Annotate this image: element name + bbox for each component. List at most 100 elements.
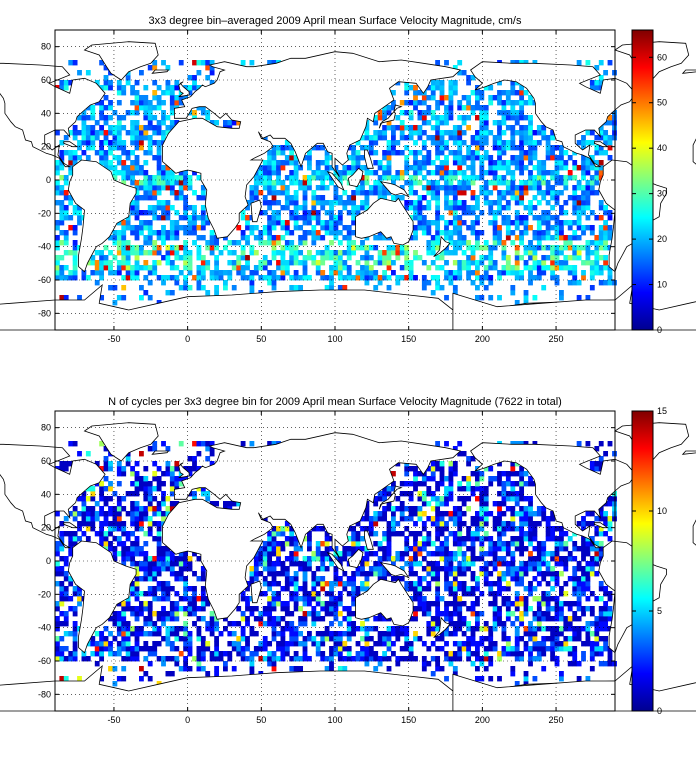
bin-cell xyxy=(475,135,480,141)
bin-cell xyxy=(421,115,427,121)
bin-cell xyxy=(227,270,233,276)
bin-cell xyxy=(528,200,533,206)
bin-cell xyxy=(130,506,136,512)
bin-cell xyxy=(479,115,485,121)
bin-cell xyxy=(116,501,122,507)
bin-cell xyxy=(417,586,423,592)
bin-cell xyxy=(532,185,538,191)
bin-cell xyxy=(417,170,423,176)
bin-cell xyxy=(448,631,454,637)
bin-cell xyxy=(130,606,136,612)
bin-cell xyxy=(519,506,525,512)
bin-cell xyxy=(475,265,480,271)
bin-cell xyxy=(421,536,427,542)
bin-cell xyxy=(125,225,131,231)
bin-cell xyxy=(249,566,255,572)
bin-cell xyxy=(315,250,321,256)
bin-cell xyxy=(395,661,401,667)
bin-cell xyxy=(156,511,162,517)
bin-cell xyxy=(112,511,118,517)
bin-cell xyxy=(435,215,441,221)
bin-cell xyxy=(492,591,498,597)
bin-cell xyxy=(262,195,268,201)
bin-cell xyxy=(510,130,516,136)
bin-cell xyxy=(134,561,140,567)
bin-cell xyxy=(351,210,357,216)
bin-cell xyxy=(373,551,379,557)
bin-cell xyxy=(470,471,476,477)
bin-cell xyxy=(475,245,480,251)
bin-cell xyxy=(346,265,352,271)
bin-cell xyxy=(475,235,480,241)
bin-cell xyxy=(342,235,348,241)
bin-cell xyxy=(585,190,591,196)
bin-cell xyxy=(271,441,277,447)
bin-cell xyxy=(457,521,463,527)
bin-cell xyxy=(55,641,60,647)
bin-cell xyxy=(284,225,290,231)
bin-cell xyxy=(267,240,273,246)
bin-cell xyxy=(103,155,109,161)
bin-cell xyxy=(143,160,149,166)
bin-cell xyxy=(134,95,140,101)
bin-cell xyxy=(408,561,414,567)
bin-cell xyxy=(351,195,357,201)
bin-cell xyxy=(174,646,180,652)
bin-cell xyxy=(125,511,131,517)
bin-cell xyxy=(585,170,591,176)
bin-cell xyxy=(108,140,113,146)
bin-cell xyxy=(554,170,560,176)
bin-cell xyxy=(77,210,82,216)
bin-cell xyxy=(536,240,542,246)
bin-cell xyxy=(231,621,237,627)
bin-cell xyxy=(152,651,158,657)
bin-cell xyxy=(192,230,197,236)
bin-cell xyxy=(169,170,175,176)
bin-cell xyxy=(81,651,87,657)
bin-cell xyxy=(121,115,127,121)
bin-cell xyxy=(404,526,410,532)
bin-cell xyxy=(342,175,348,181)
bin-cell xyxy=(470,626,476,632)
bin-cell xyxy=(364,661,370,667)
bin-cell xyxy=(116,240,122,246)
bin-cell xyxy=(205,260,211,266)
bin-cell xyxy=(360,175,365,181)
bin-cell xyxy=(152,195,158,201)
bin-cell xyxy=(452,150,458,156)
bin-cell xyxy=(85,526,91,532)
bin-cell xyxy=(435,606,441,612)
bin-cell xyxy=(373,561,379,567)
bin-cell xyxy=(302,230,308,236)
bin-cell xyxy=(342,165,348,171)
bin-cell xyxy=(483,651,489,657)
bin-cell xyxy=(501,526,507,532)
bin-cell xyxy=(510,611,516,617)
bin-cell xyxy=(245,646,250,652)
bin-cell xyxy=(470,195,476,201)
bin-cell xyxy=(249,656,255,662)
bin-cell xyxy=(368,646,374,652)
bin-cell xyxy=(364,641,370,647)
bin-cell xyxy=(435,581,441,587)
bin-cell xyxy=(174,481,180,487)
bin-cell xyxy=(528,155,533,161)
bin-cell xyxy=(563,591,569,597)
bin-cell xyxy=(121,601,127,607)
bin-cell xyxy=(267,546,273,552)
bin-cell xyxy=(90,110,96,116)
bin-cell xyxy=(461,521,467,527)
bin-cell xyxy=(545,215,551,221)
bin-cell xyxy=(209,631,215,637)
bin-cell xyxy=(421,185,427,191)
bin-cell xyxy=(342,556,348,562)
bin-cell xyxy=(178,175,184,181)
bin-cell xyxy=(466,626,472,632)
bin-cell xyxy=(311,611,317,617)
bin-cell xyxy=(382,190,388,196)
bin-cell xyxy=(116,235,122,241)
bin-cell xyxy=(59,556,65,562)
bin-cell xyxy=(293,200,299,206)
bin-cell xyxy=(94,130,100,136)
bin-cell xyxy=(426,280,432,286)
